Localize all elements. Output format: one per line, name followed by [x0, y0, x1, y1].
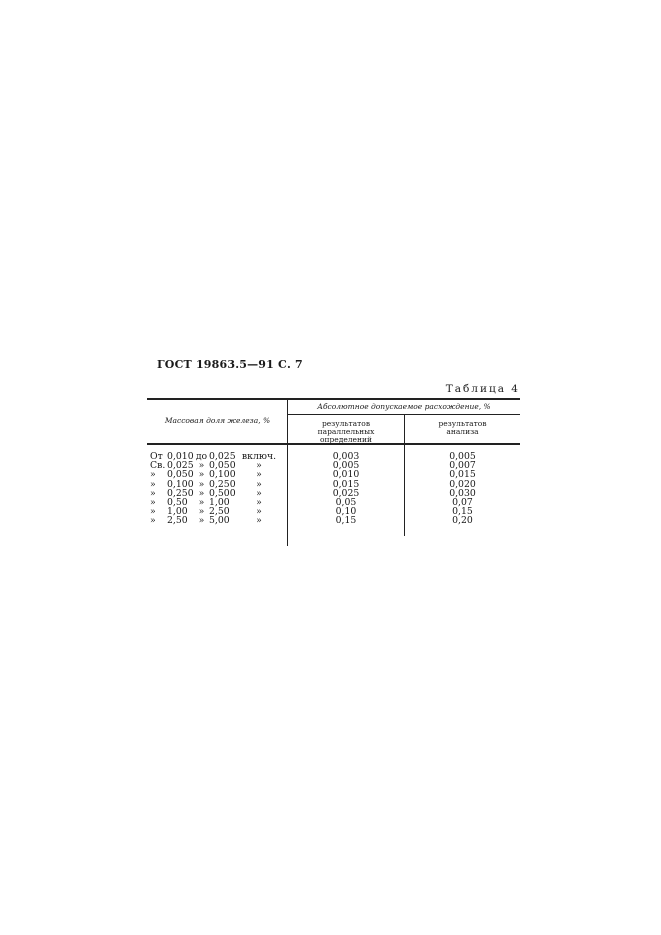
analysis-value: 0,020	[449, 478, 476, 490]
analysis-value: 0,015	[449, 469, 476, 481]
range-to: 0,050	[209, 460, 236, 472]
row-suffix: »	[256, 506, 262, 518]
range-to: 2,50	[209, 506, 230, 518]
analysis-value: 0,15	[452, 506, 473, 518]
table-row: » 0,050 » 0,100 »	[150, 469, 285, 481]
parallel-value: 0,003	[332, 451, 360, 462]
range-to: 0,250	[209, 478, 236, 490]
page-header: ГОСТ 19863.5—91 С. 7	[157, 358, 303, 371]
row-suffix: »	[256, 469, 262, 481]
column-divider-2	[404, 414, 405, 536]
row-prefix: »	[150, 478, 156, 490]
row-prefix: От	[150, 451, 163, 462]
subheader-rule	[287, 414, 520, 415]
range-to: 5,00	[209, 515, 230, 527]
table-row: » 0,250 » 0,500 »	[150, 487, 285, 499]
analysis-value: 0,005	[449, 451, 476, 462]
table-row: » 1,00 » 2,50 »	[150, 506, 285, 518]
row-suffix: »	[256, 478, 262, 490]
range-separator: »	[198, 478, 205, 490]
table-row: » 2,50 » 5,00 »	[150, 515, 285, 527]
analysis-value: 0,20	[452, 515, 473, 527]
range-separator: »	[198, 460, 205, 472]
row-prefix: »	[150, 487, 156, 499]
row-suffix: »	[256, 487, 262, 499]
row-suffix: »	[256, 460, 262, 472]
row-suffix: »	[256, 515, 262, 527]
range-to: 0,025	[209, 451, 236, 462]
range-separator: »	[198, 515, 205, 527]
parallel-column: 0,003 0,005 0,010 0,015 0,025 0,05 0,10 0,15	[288, 452, 404, 526]
range-separator: »	[198, 469, 205, 481]
mass-fraction-column: От 0,010 до 0,025 включ. Св. 0,025» 0,050»» 0,05…	[150, 452, 285, 526]
range-separator: до	[195, 451, 208, 462]
range-from: 0,50	[167, 497, 188, 509]
range-from: 1,00	[167, 506, 188, 518]
analysis-value: 0,07	[452, 497, 473, 509]
range-to: 0,500	[209, 487, 236, 499]
range-from: 2,50	[167, 515, 188, 527]
range-from: 0,100	[167, 478, 194, 490]
column-divider-1	[287, 398, 288, 546]
header-bottom-rule	[147, 443, 520, 445]
table-row: » 0,50 » 1,00 »	[150, 497, 285, 509]
parallel-value: 0,10	[335, 506, 357, 518]
parallel-value: 0,015	[332, 478, 360, 490]
analysis-column: 0,005 0,007 0,015 0,020 0,030 0,07 0,15 0,20	[405, 452, 520, 526]
row-prefix: »	[150, 515, 156, 527]
analysis-value: 0,030	[449, 487, 476, 499]
range-from: 0,250	[167, 487, 194, 499]
parallel-value: 0,15	[335, 515, 357, 527]
range-separator: »	[198, 497, 205, 509]
row-prefix: »	[150, 506, 156, 518]
col1-header: Массовая доля железа, %	[164, 416, 271, 425]
row-prefix: Св.	[150, 460, 166, 472]
parallel-value: 0,025	[332, 487, 360, 499]
table-row: От 0,010 до 0,025 включ.	[150, 451, 285, 462]
range-separator: »	[198, 487, 205, 499]
table-number: Таблица 4	[445, 383, 520, 395]
analysis-value: 0,007	[449, 460, 476, 472]
row-prefix: »	[150, 497, 156, 509]
range-to: 1,00	[209, 497, 230, 509]
parallel-value: 0,005	[332, 460, 360, 472]
range-from: 0,050	[167, 469, 194, 481]
table-row: Св. 0,025 » 0,050 »	[150, 460, 285, 472]
table-top-rule	[147, 398, 520, 400]
parallel-value: 0,05	[335, 497, 357, 509]
range-from: 0,025	[167, 460, 194, 472]
group-header: Абсолютное допускаемое расхождение, %	[317, 402, 491, 411]
range-separator: »	[198, 506, 205, 518]
range-from: 0,010	[167, 451, 194, 462]
parallel-value: 0,010	[332, 469, 360, 481]
col2-header: результатов параллельных определений	[317, 419, 375, 444]
range-to: 0,100	[209, 469, 236, 481]
row-suffix: включ.	[241, 451, 277, 462]
row-prefix: »	[150, 469, 156, 481]
col3-header: результатов анализа	[438, 419, 487, 436]
table-row: » 0,100 » 0,250 »	[150, 478, 285, 490]
row-suffix: »	[256, 497, 262, 509]
